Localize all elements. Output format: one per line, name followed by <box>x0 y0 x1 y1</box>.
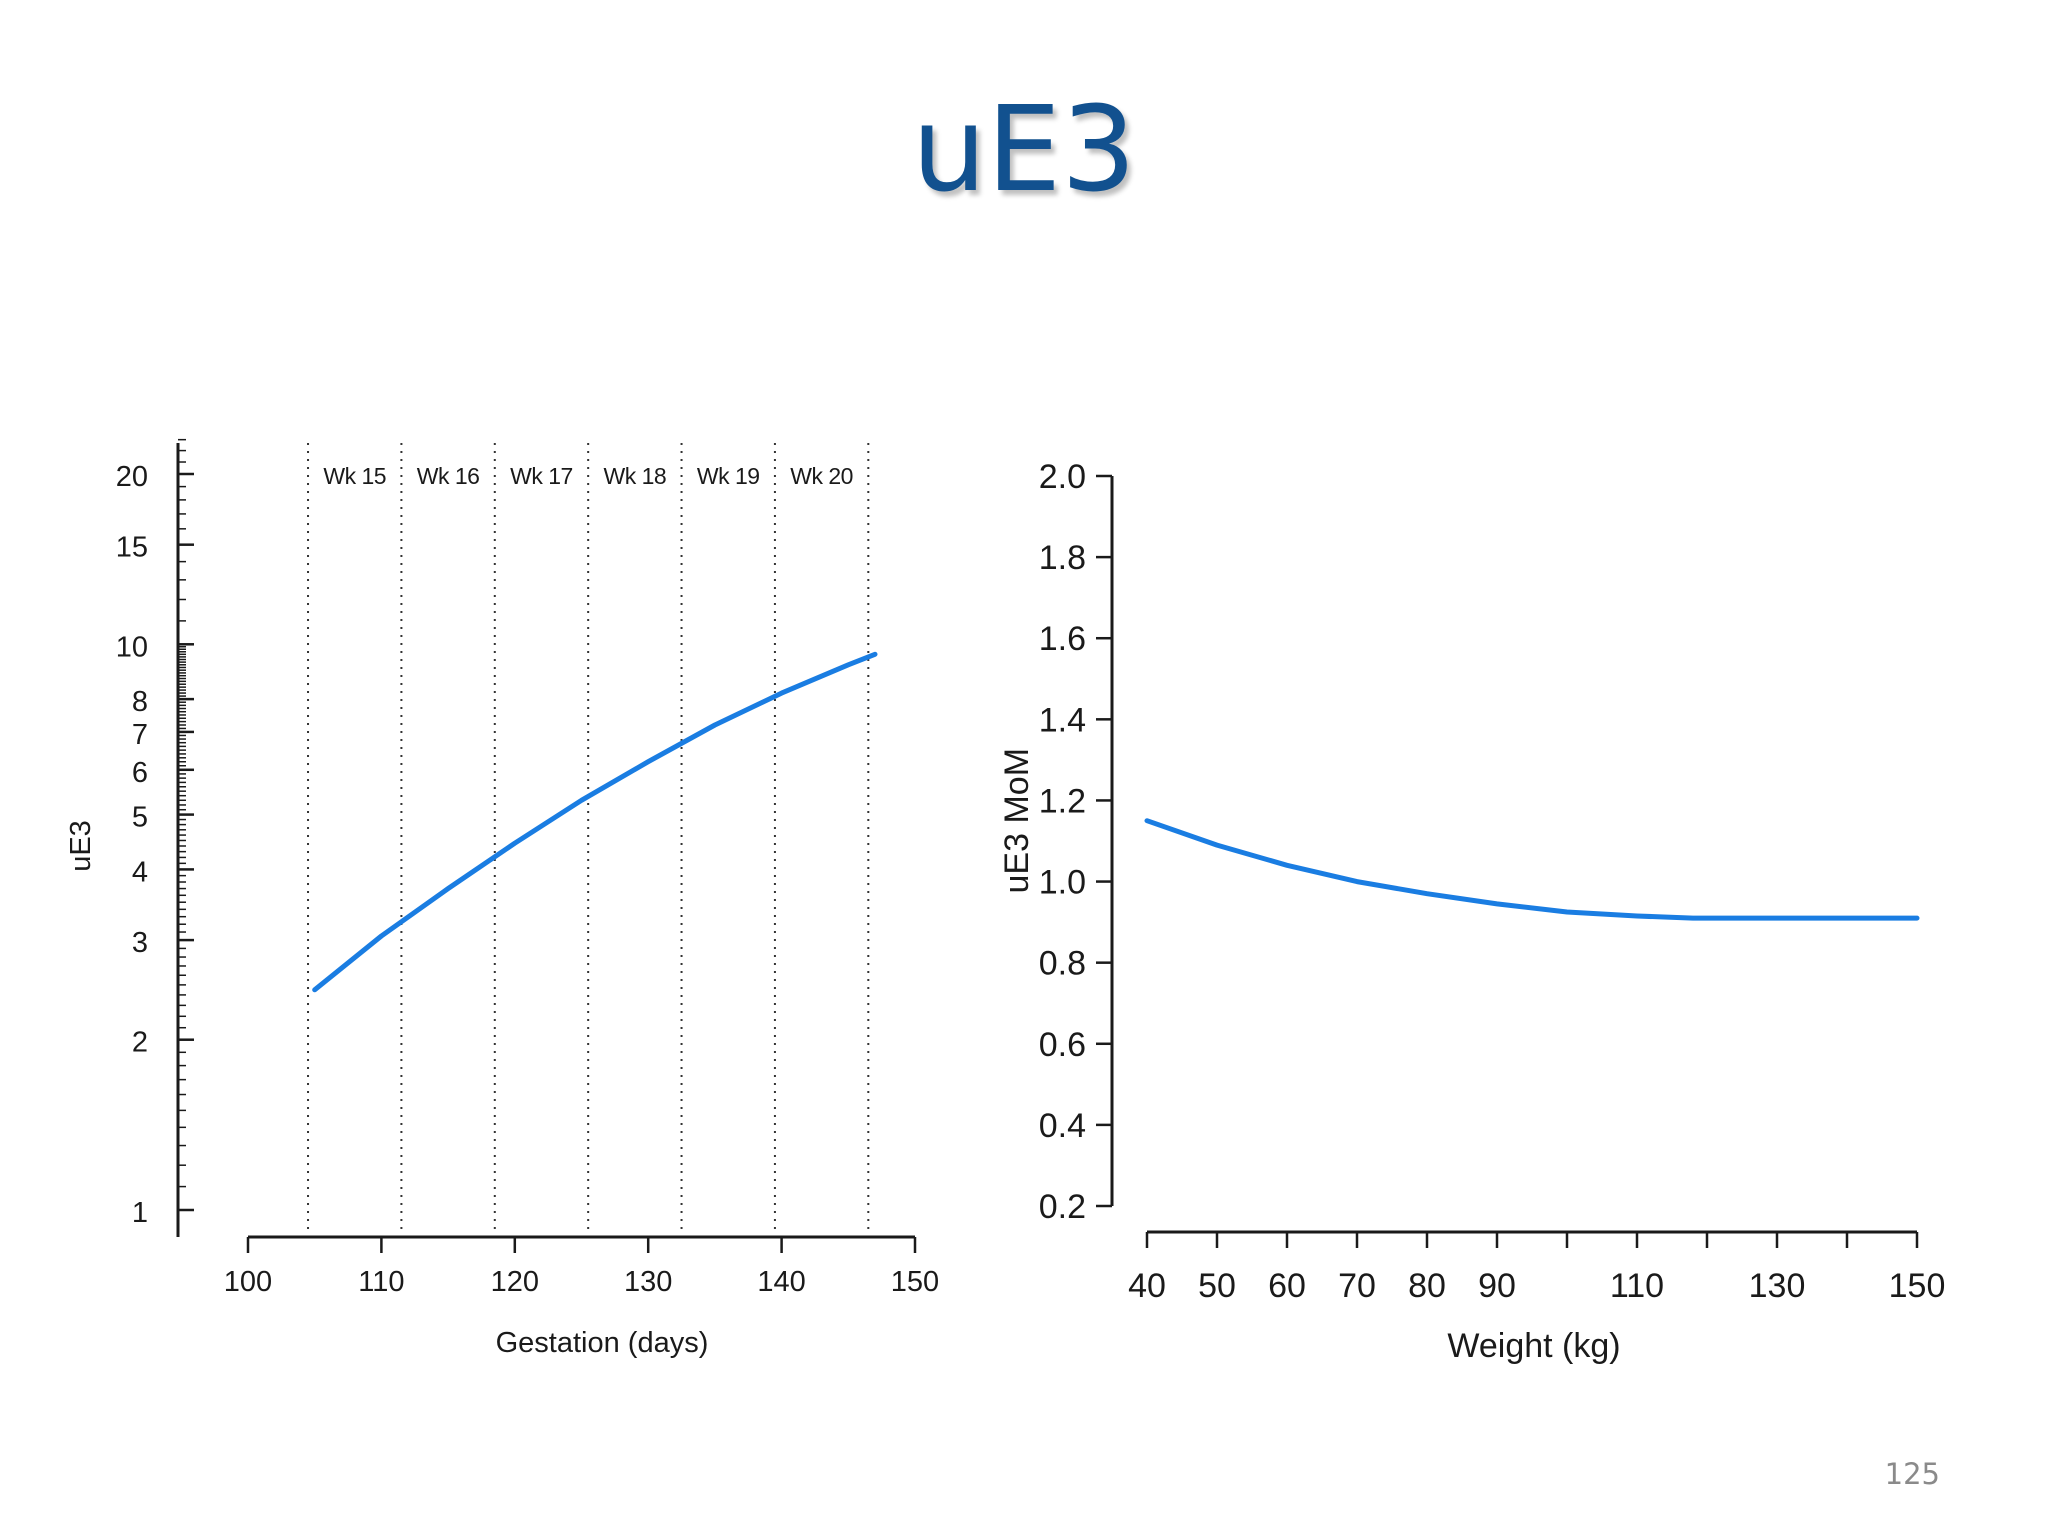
series-line <box>312 651 878 993</box>
y-tick-label: 1.8 <box>1039 539 1086 577</box>
x-axis-title: Weight (kg) <box>1447 1327 1620 1365</box>
x-axis-title: Gestation (days) <box>496 1327 709 1359</box>
y-tick-label: 1.0 <box>1039 864 1086 902</box>
y-tick-label: 1.6 <box>1039 620 1086 658</box>
week-label: Wk 19 <box>697 463 760 489</box>
page-number: 125 <box>1884 1457 1940 1491</box>
x-tick-label: 130 <box>624 1266 672 1298</box>
y-tick-label: 3 <box>132 927 148 959</box>
x-tick-label: 150 <box>1889 1267 1946 1305</box>
y-tick-label: 0.4 <box>1039 1107 1086 1145</box>
y-tick-label: 7 <box>132 719 148 751</box>
week-label: Wk 18 <box>604 463 667 489</box>
x-tick-label: 140 <box>757 1266 805 1298</box>
x-tick-label: 90 <box>1478 1267 1516 1305</box>
y-axis-title: uE3 <box>65 820 97 872</box>
y-tick-label: 15 <box>116 532 148 564</box>
week-label: Wk 16 <box>417 463 480 489</box>
y-tick-label: 1 <box>132 1197 148 1229</box>
y-tick-label: 0.8 <box>1039 945 1086 983</box>
weight-chart: 0.2 0.4 0.6 0.8 1.0 1.2 1.4 1.6 1.8 2.0 uE3 MoM 40 5… <box>998 458 1946 1365</box>
series-line <box>1144 818 1920 921</box>
x-tick-label: 100 <box>224 1266 272 1298</box>
x-tick-label: 120 <box>491 1266 539 1298</box>
slide-title: uE3 <box>911 80 1137 218</box>
x-tick-label: 50 <box>1198 1267 1236 1305</box>
week-label: Wk 20 <box>790 463 853 489</box>
x-tick-label: 130 <box>1749 1267 1806 1305</box>
y-tick-label: 20 <box>116 461 148 493</box>
y-tick-label: 0.2 <box>1039 1188 1086 1226</box>
y-tick-label: 8 <box>132 686 148 718</box>
y-tick-label: 1.2 <box>1039 782 1086 820</box>
x-tick-label: 60 <box>1268 1267 1306 1305</box>
y-axis-title: uE3 MoM <box>998 748 1036 894</box>
x-tick-label: 40 <box>1128 1267 1166 1305</box>
y-tick-label: 4 <box>132 856 148 888</box>
y-tick-label: 6 <box>132 757 148 789</box>
y-tick-label: 1.4 <box>1039 701 1086 739</box>
y-tick-label: 2.0 <box>1039 458 1086 496</box>
gestation-chart: 1 2 3 4 5 6 78 10 15 20 uE3 100 110 120 130 140 150 Gesta… <box>65 438 939 1359</box>
x-tick-label: 80 <box>1408 1267 1446 1305</box>
week-label: Wk 17 <box>510 463 573 489</box>
y-tick-label: 5 <box>132 802 148 834</box>
y-tick-label: 10 <box>116 631 148 663</box>
y-tick-label: 0.6 <box>1039 1026 1086 1064</box>
y-tick-label: 2 <box>132 1027 148 1059</box>
x-tick-label: 110 <box>1610 1267 1664 1305</box>
x-tick-label: 150 <box>891 1266 939 1298</box>
x-tick-label: 110 <box>358 1266 404 1298</box>
week-label: Wk 15 <box>323 463 386 489</box>
x-tick-label: 70 <box>1338 1267 1376 1305</box>
